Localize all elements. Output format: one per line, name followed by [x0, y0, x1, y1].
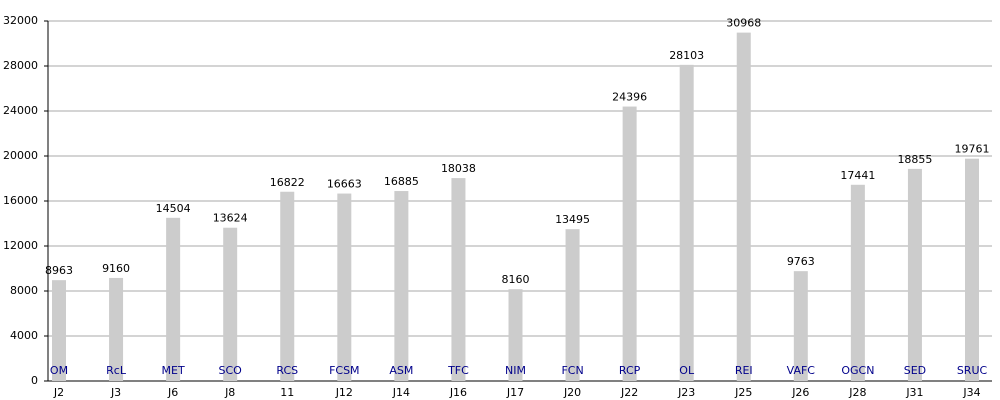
x-tick-label: J14 [392, 386, 410, 399]
value-label: 24396 [612, 91, 647, 104]
team-label: OM [50, 364, 68, 377]
x-tick-label: J16 [449, 386, 467, 399]
team-label: RCP [619, 364, 641, 377]
x-tick-label: J3 [110, 386, 121, 399]
y-tick-label: 8000 [10, 284, 38, 297]
team-label: SRUC [957, 364, 988, 377]
team-label: ASM [389, 364, 413, 377]
value-label: 9763 [787, 255, 815, 268]
bar [679, 64, 694, 381]
y-tick-label: 16000 [3, 194, 38, 207]
team-label: OL [679, 364, 695, 377]
value-label: 19761 [955, 143, 990, 156]
bar [394, 191, 409, 381]
bar [565, 229, 580, 381]
x-tick-label: J20 [563, 386, 581, 399]
team-label: RCS [276, 364, 298, 377]
bar [965, 158, 979, 381]
team-label: SED [904, 364, 926, 377]
x-tick-label: J25 [734, 386, 752, 399]
value-label: 14504 [156, 202, 191, 215]
value-label: 16885 [384, 175, 419, 188]
bar [622, 106, 637, 382]
value-label: 13495 [555, 213, 590, 226]
x-tick-label: J31 [905, 386, 923, 399]
value-label: 17441 [840, 169, 875, 182]
bar [793, 271, 808, 381]
team-label: OGCN [841, 364, 874, 377]
bar [166, 217, 181, 381]
x-tick-label: J12 [335, 386, 353, 399]
y-tick-label: 28000 [3, 59, 38, 72]
bar [850, 184, 865, 381]
x-tick-label: J17 [506, 386, 524, 399]
bar [109, 277, 124, 381]
bar [52, 280, 66, 381]
y-tick-label: 20000 [3, 149, 38, 162]
value-label: 8963 [45, 264, 73, 277]
team-label: NIM [505, 364, 526, 377]
bar [508, 289, 523, 381]
value-label: 16663 [327, 178, 362, 191]
y-tick-label: 12000 [3, 239, 38, 252]
bar [337, 193, 352, 381]
value-label: 18038 [441, 162, 476, 175]
value-label: 18855 [897, 153, 932, 166]
value-label: 16822 [270, 176, 305, 189]
bar [736, 32, 751, 382]
y-tick-label: 0 [31, 374, 38, 387]
team-label: RcL [106, 364, 127, 377]
value-label: 9160 [102, 262, 130, 275]
value-label: 28103 [669, 49, 704, 62]
team-label: FCN [561, 364, 583, 377]
bar [451, 178, 466, 381]
x-tick-label: J26 [791, 386, 809, 399]
team-label: VAFC [787, 364, 816, 377]
bar [223, 227, 238, 381]
team-label: REI [735, 364, 753, 377]
x-tick-label: J2 [53, 386, 64, 399]
y-tick-label: 4000 [10, 329, 38, 342]
x-tick-label: J34 [962, 386, 980, 399]
y-tick-label: 32000 [3, 14, 38, 27]
bar [907, 168, 922, 381]
value-label: 8160 [502, 273, 530, 286]
team-label: TFC [447, 364, 469, 377]
team-label: MET [162, 364, 185, 377]
x-tick-label: 11 [280, 386, 294, 399]
bar [280, 191, 295, 381]
value-label: 13624 [213, 212, 248, 225]
y-tick-label: 24000 [3, 104, 38, 117]
x-tick-label: J22 [620, 386, 638, 399]
x-tick-label: J8 [224, 386, 235, 399]
team-label: SCO [219, 364, 243, 377]
team-label: FCSM [329, 364, 359, 377]
x-tick-label: J6 [167, 386, 178, 399]
x-tick-label: J23 [677, 386, 695, 399]
value-label: 30968 [726, 17, 761, 30]
x-tick-label: J28 [848, 386, 866, 399]
